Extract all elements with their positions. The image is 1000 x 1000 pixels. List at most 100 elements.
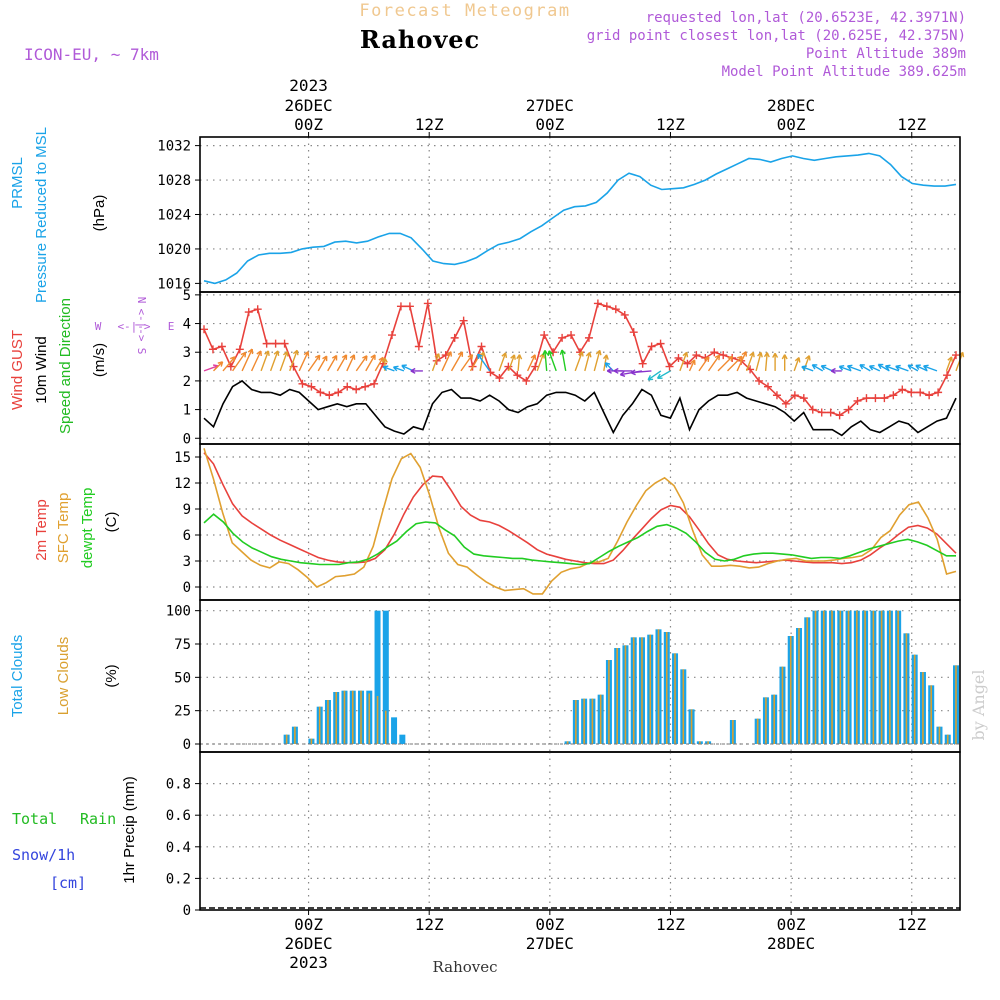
- temperature-panel: 0 3 6 9 12 15 2m Temp SFC Temp dewpt Temp (C): [33, 443, 961, 601]
- footer-location: Rahovec: [432, 958, 497, 976]
- low-cloud-bar: [385, 710, 387, 744]
- wind-direction-arrow: [431, 353, 441, 372]
- low-cloud-bar: [310, 738, 313, 744]
- low-cloud-bar: [913, 654, 916, 744]
- gust-marker: [244, 308, 253, 317]
- gust-marker: [441, 351, 450, 360]
- low-cloud-bar: [608, 660, 610, 744]
- wind-direction-arrow: [801, 365, 814, 372]
- wind-direction-arrow: [772, 352, 779, 371]
- snow-unit: [cm]: [50, 874, 86, 892]
- wind-direction-arrow: [392, 365, 405, 372]
- y-tick-label: 1020: [157, 242, 191, 258]
- wind-direction-arrow: [877, 363, 890, 372]
- gust-marker: [486, 368, 495, 377]
- clouds-panel: 0 25 50 75 100 Total Clouds Low Clouds (%): [9, 599, 961, 753]
- gust-marker: [298, 379, 307, 388]
- gust-marker: [889, 391, 898, 400]
- low-cloud-bar: [930, 685, 933, 744]
- bottom-tick-label: 12Z: [415, 915, 444, 934]
- wind-direction-arrow: [868, 365, 881, 372]
- gust-marker: [764, 382, 772, 391]
- wind-direction-arrow: [450, 351, 464, 372]
- low-cloud-bar: [699, 741, 701, 744]
- wind-direction-arrow: [830, 367, 842, 374]
- gust-marker: [361, 382, 370, 391]
- wind-direction-arrow: [630, 369, 652, 376]
- low-cloud-bar: [938, 726, 941, 744]
- gust-marker: [450, 333, 459, 342]
- temperature-frame: [199, 443, 961, 601]
- gust-marker: [513, 371, 522, 380]
- low-cloud-bar: [856, 610, 858, 744]
- gust-marker: [620, 310, 629, 319]
- gust-marker: [808, 405, 817, 414]
- top-tick-label: 00Z: [294, 115, 323, 134]
- low-cloud-bar: [616, 648, 618, 744]
- gust-marker: [307, 382, 316, 391]
- low-cloud-bar: [905, 633, 908, 744]
- y-tick-label: 9: [183, 502, 191, 518]
- low-cloud-bar: [707, 741, 709, 744]
- gust-marker: [423, 299, 432, 308]
- gust-marker: [396, 302, 405, 311]
- total-clouds-label: Total Clouds: [9, 635, 26, 718]
- y-tick-label: 1: [183, 403, 191, 419]
- wind-direction-arrow: [241, 348, 254, 372]
- wind-direction-arrow: [346, 354, 356, 372]
- wind-direction-arrow: [717, 355, 734, 372]
- y-tick-label: 1028: [157, 173, 191, 189]
- grid-point-coords: grid point closest lon,lat (20.625E, 42.…: [587, 28, 966, 44]
- wind-direction-arrow: [526, 354, 537, 372]
- low-cloud-bar: [566, 741, 569, 744]
- wind-direction-arrow: [516, 354, 523, 371]
- y-tick-label: 1032: [157, 139, 191, 155]
- gust-marker: [504, 362, 513, 371]
- pressure-frame: [199, 136, 961, 293]
- gust-marker: [611, 305, 620, 314]
- gust-marker: [343, 382, 352, 391]
- low-cloud-bar: [864, 610, 866, 744]
- gust-marker: [352, 385, 361, 394]
- low-cloud-bar: [955, 665, 957, 744]
- model-label: ICON-EU, ~ 7km: [24, 45, 159, 64]
- gust-marker: [943, 371, 952, 380]
- top-tick-label: 00Z: [535, 115, 564, 134]
- y-tick-label: 0: [183, 737, 191, 753]
- low-cloud-bar: [773, 694, 775, 744]
- wind-direction-arrow: [945, 356, 953, 372]
- wind-direction-arrow: [559, 349, 567, 372]
- y-tick-label: 1016: [157, 276, 191, 292]
- wind-direction-arrow: [838, 365, 852, 372]
- gust-marker: [477, 342, 486, 351]
- temp-unit: (C): [103, 512, 120, 533]
- pressure-label-long: Pressure Reduced to MSL: [33, 127, 50, 303]
- y-tick-label: 5: [183, 288, 191, 304]
- gust-marker: [772, 391, 781, 400]
- low-cloud-bar: [798, 628, 800, 744]
- y-tick-label: 0.2: [166, 871, 191, 887]
- low-cloud-bar: [335, 692, 338, 744]
- bottom-tick-label: 12Z: [897, 915, 926, 934]
- wind-direction-arrow: [365, 354, 376, 372]
- wind-direction-arrow: [213, 361, 224, 372]
- top-tick-label: 27DEC: [526, 96, 574, 115]
- wind-direction-arrow: [884, 364, 900, 372]
- low-cloud-bar: [285, 734, 288, 744]
- gust-marker: [790, 391, 799, 400]
- wind-direction-arrow: [895, 364, 909, 372]
- precip-panel: 0 0.2 0.4 0.6 0.8 Total Rain Snow/1h [cm] 1hr Pre…: [12, 751, 961, 919]
- gust-marker: [862, 394, 871, 403]
- wind-direction-label: Speed and Direction: [57, 298, 74, 434]
- wind-direction-arrow: [604, 362, 614, 372]
- gust-marker: [755, 376, 764, 385]
- sfc-temp-line: [203, 448, 957, 595]
- gust-marker: [799, 394, 808, 403]
- low-clouds-label: Low Clouds: [55, 637, 72, 715]
- wind-direction-arrow: [289, 349, 299, 372]
- gust-marker: [593, 299, 602, 308]
- gust-marker: [853, 396, 862, 405]
- top-year: 2023: [289, 76, 328, 95]
- gust-marker: [683, 359, 692, 368]
